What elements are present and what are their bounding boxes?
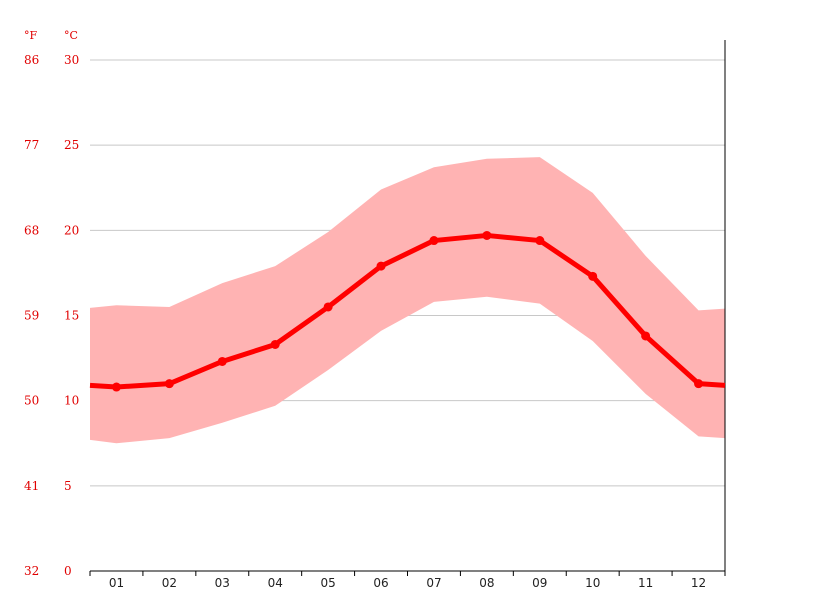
- unit-label-fahrenheit: °F: [24, 29, 38, 42]
- y-axis-labels: °F °C 32 0 41 5 50 10 59 15 68 20 77 25 86 30: [24, 29, 79, 578]
- y-tick-label-fahrenheit: 32: [24, 564, 39, 578]
- x-tick-label: 01: [109, 576, 124, 590]
- temperature-range-band: [90, 157, 725, 444]
- data-point-10: [588, 271, 598, 281]
- y-tick-label-celsius: 15: [64, 309, 79, 323]
- x-tick-label: 12: [691, 576, 706, 590]
- data-point-06: [376, 261, 386, 271]
- x-tick-label: 03: [215, 576, 230, 590]
- data-point-01: [111, 382, 121, 392]
- x-tick-label: 04: [268, 576, 283, 590]
- data-point-07: [429, 236, 439, 246]
- y-tick-label-fahrenheit: 86: [24, 53, 39, 67]
- data-point-03: [217, 356, 227, 366]
- y-tick-label-celsius: 30: [64, 53, 79, 67]
- x-tick-label: 08: [479, 576, 494, 590]
- x-tick-label: 09: [532, 576, 547, 590]
- y-tick-label-celsius: 0: [64, 564, 72, 578]
- unit-label-celsius: °C: [64, 29, 78, 42]
- y-tick-label-celsius: 20: [64, 223, 79, 237]
- x-tick-label: 06: [373, 576, 388, 590]
- y-tick-label-fahrenheit: 50: [24, 394, 39, 408]
- data-point-02: [164, 379, 174, 389]
- y-tick-label-fahrenheit: 59: [24, 309, 39, 323]
- mean-temperature-points: [111, 230, 704, 392]
- data-point-04: [270, 339, 280, 349]
- data-point-05: [323, 302, 333, 312]
- y-tick-label-celsius: 25: [64, 138, 79, 152]
- mean-temperature-line: [89, 232, 726, 390]
- x-tick-label: 10: [585, 576, 600, 590]
- y-tick-label-fahrenheit: 77: [24, 138, 39, 152]
- data-point-12: [694, 379, 704, 389]
- data-point-11: [641, 331, 651, 341]
- x-tick-label: 11: [638, 576, 653, 590]
- y-tick-label-celsius: 5: [64, 479, 72, 493]
- axes: [89, 40, 726, 576]
- y-tick-label-celsius: 10: [64, 394, 79, 408]
- y-tick-label-fahrenheit: 68: [24, 223, 39, 237]
- x-tick-label: 05: [320, 576, 335, 590]
- data-point-09: [535, 236, 545, 246]
- x-tick-label: 02: [162, 576, 177, 590]
- x-axis-labels: 01 02 03 04 05 06 07 08 09 10 11 12: [109, 576, 706, 590]
- x-tick-label: 07: [426, 576, 441, 590]
- y-tick-label-fahrenheit: 41: [24, 479, 39, 493]
- data-point-08: [482, 230, 492, 240]
